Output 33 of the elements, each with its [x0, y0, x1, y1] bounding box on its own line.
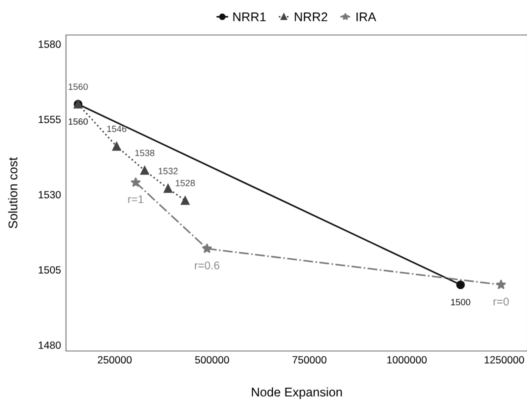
x-tick-label: 250000 — [98, 356, 132, 364]
x-tick-label: 500000 — [195, 356, 230, 364]
point — [180, 196, 190, 205]
x-tick-label: 750000 — [292, 356, 326, 364]
data-label: 1528 — [176, 180, 195, 186]
data-label: 1560 — [68, 118, 88, 125]
point — [164, 184, 172, 193]
data-label: 1538 — [135, 150, 154, 156]
data-label: 1560 — [68, 84, 88, 90]
annotation: r=0 — [494, 298, 509, 306]
point — [496, 279, 506, 290]
x-tick-label: 1250000 — [484, 356, 524, 364]
legend-label: NRR1 — [233, 12, 266, 22]
legend-label: NRR2 — [294, 12, 328, 22]
point — [456, 280, 465, 290]
x-axis-title: Node Expansion — [252, 387, 342, 399]
y-tick-label: 1505 — [38, 266, 61, 274]
data-label: 1500 — [451, 298, 470, 306]
legend-label: IRA — [356, 12, 376, 22]
point — [140, 166, 150, 175]
data-label: 1546 — [107, 126, 126, 132]
y-axis-title: Solution cost — [8, 157, 18, 228]
point — [112, 142, 121, 151]
y-tick-label: 1530 — [38, 191, 61, 198]
annotation: r=1 — [128, 195, 144, 204]
y-tick-label: 1555 — [38, 116, 61, 124]
y-tick-label: 1580 — [38, 40, 61, 48]
annotation: r=0.6 — [194, 261, 220, 270]
data-label: 1532 — [158, 168, 178, 174]
y-tick-label: 1480 — [38, 341, 61, 349]
x-tick-label: 1000000 — [387, 356, 427, 364]
point — [130, 177, 141, 187]
point — [202, 243, 212, 254]
